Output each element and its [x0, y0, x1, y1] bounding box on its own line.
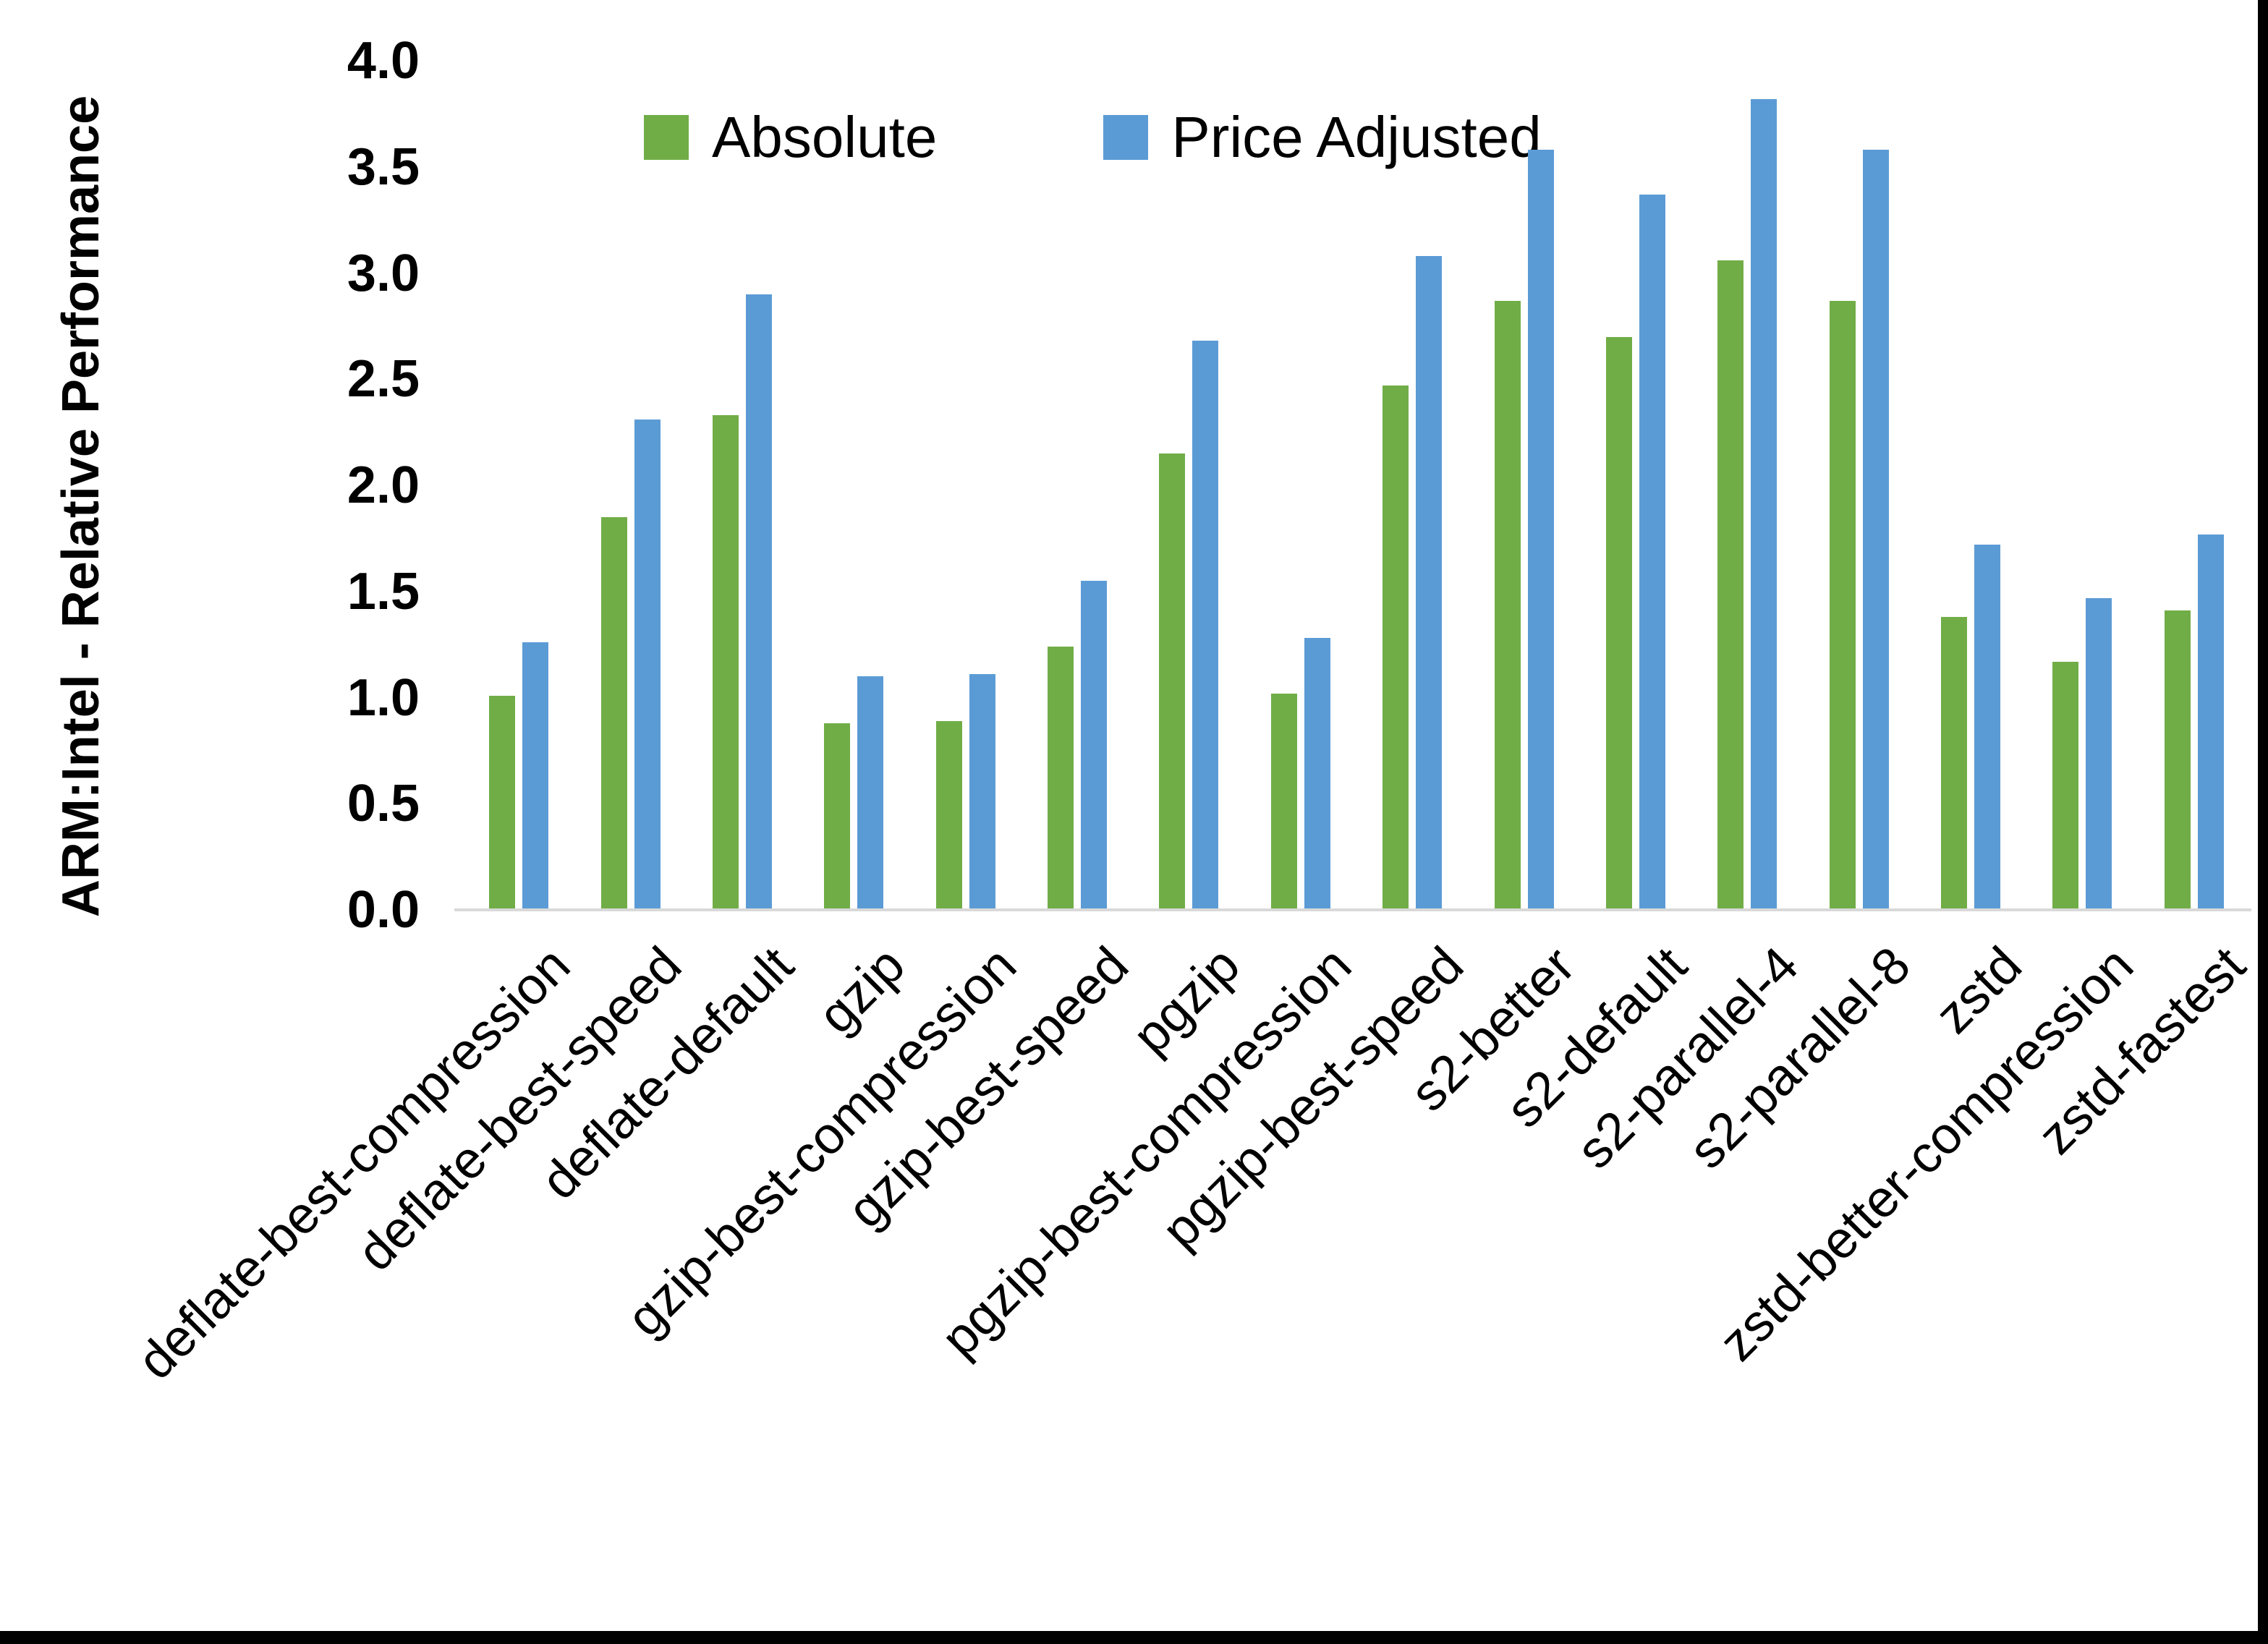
bar-group-s2-better — [1468, 61, 1579, 910]
bar-group-zstd — [1915, 61, 2026, 910]
y-tick-label-4.0: 4.0 — [347, 32, 420, 90]
bar-group-gzip-best-compression — [910, 61, 1022, 910]
bar-absolute-zstd — [1941, 616, 1968, 910]
bar-price-adjusted-pgzip-best-compression — [1304, 638, 1330, 910]
y-tick-label-1.5: 1.5 — [347, 562, 420, 621]
bar-price-adjusted-pgzip — [1192, 341, 1219, 910]
bar-group-zstd-fastest — [2139, 61, 2250, 910]
y-tick-label-3.0: 3.0 — [347, 244, 420, 302]
bar-group-gzip-best-speed — [1022, 61, 1133, 910]
bar-group-pgzip-best-compression — [1245, 61, 1356, 910]
plot-area — [463, 61, 2250, 910]
bar-group-zstd-better-compression — [2026, 61, 2138, 910]
bar-absolute-pgzip — [1159, 453, 1186, 910]
screen-border-bottom — [0, 1631, 2268, 1644]
y-tick-label-0.5: 0.5 — [347, 775, 420, 833]
bar-price-adjusted-deflate-best-speed — [634, 419, 661, 910]
bar-price-adjusted-s2-default — [1639, 194, 1665, 910]
bar-absolute-deflate-best-compression — [489, 695, 516, 910]
bar-price-adjusted-s2-better — [1527, 150, 1554, 910]
bar-group-pgzip-best-speed — [1356, 61, 1468, 910]
bar-absolute-zstd-fastest — [2164, 610, 2191, 910]
bar-group-s2-parallel-4 — [1691, 61, 1803, 910]
bar-price-adjusted-gzip — [857, 676, 884, 910]
bar-group-s2-default — [1580, 61, 1691, 910]
bar-price-adjusted-gzip-best-speed — [1081, 581, 1108, 910]
legend-label-absolute: Absolute — [712, 105, 938, 169]
bar-absolute-deflate-best-speed — [600, 517, 627, 910]
bar-absolute-deflate-default — [712, 415, 739, 910]
legend-label-price-adjusted: Price Adjusted — [1171, 105, 1542, 169]
bar-price-adjusted-gzip-best-compression — [969, 674, 995, 910]
bar-absolute-s2-parallel-4 — [1717, 260, 1744, 910]
bar-group-gzip — [798, 61, 909, 910]
legend-item-absolute: Absolute — [644, 108, 937, 166]
bar-price-adjusted-s2-parallel-4 — [1751, 98, 1778, 910]
bar-group-deflate-best-speed — [574, 61, 686, 910]
legend-item-price-adjusted: Price Adjusted — [1103, 105, 1542, 169]
x-axis-line — [454, 908, 2251, 911]
legend: Absolute Price Adjusted — [644, 108, 1542, 166]
y-tick-label-2.5: 2.5 — [347, 350, 420, 409]
bar-absolute-zstd-better-compression — [2052, 661, 2079, 910]
y-axis-title: ARM:Intel - Relative Performance — [52, 95, 110, 918]
bar-absolute-s2-better — [1494, 300, 1521, 910]
bar-price-adjusted-pgzip-best-speed — [1416, 256, 1443, 910]
x-category-label-deflate-best-compression: deflate-best-compression — [126, 936, 582, 1391]
y-tick-label-2.0: 2.0 — [347, 456, 420, 514]
bar-price-adjusted-deflate-best-compression — [522, 642, 549, 910]
legend-swatch-price-adjusted-icon — [1103, 115, 1149, 160]
y-tick-label-1.0: 1.0 — [347, 668, 420, 727]
bar-group-s2-parallel-8 — [1804, 61, 1915, 910]
bar-absolute-gzip-best-speed — [1048, 647, 1074, 910]
bar-group-pgzip — [1133, 61, 1244, 910]
legend-swatch-absolute-icon — [644, 115, 689, 160]
bar-price-adjusted-s2-parallel-8 — [1862, 150, 1889, 910]
bar-price-adjusted-zstd-better-compression — [2086, 597, 2112, 910]
bar-absolute-s2-default — [1605, 336, 1632, 910]
bar-absolute-gzip-best-compression — [935, 720, 962, 910]
bar-price-adjusted-zstd — [1974, 545, 2001, 910]
y-tick-label-3.5: 3.5 — [347, 137, 420, 196]
bar-absolute-gzip — [824, 723, 851, 910]
y-tick-label-0.0: 0.0 — [347, 881, 420, 939]
bar-price-adjusted-deflate-default — [745, 294, 772, 910]
bar-group-deflate-best-compression — [463, 61, 574, 910]
screen-border-right — [2258, 0, 2268, 1644]
bar-series-container — [463, 61, 2250, 910]
bar-absolute-pgzip-best-speed — [1383, 386, 1409, 910]
bar-absolute-s2-parallel-8 — [1829, 300, 1856, 910]
bar-group-deflate-default — [687, 61, 798, 910]
bar-absolute-pgzip-best-compression — [1270, 693, 1297, 910]
bar-price-adjusted-zstd-fastest — [2197, 534, 2224, 910]
